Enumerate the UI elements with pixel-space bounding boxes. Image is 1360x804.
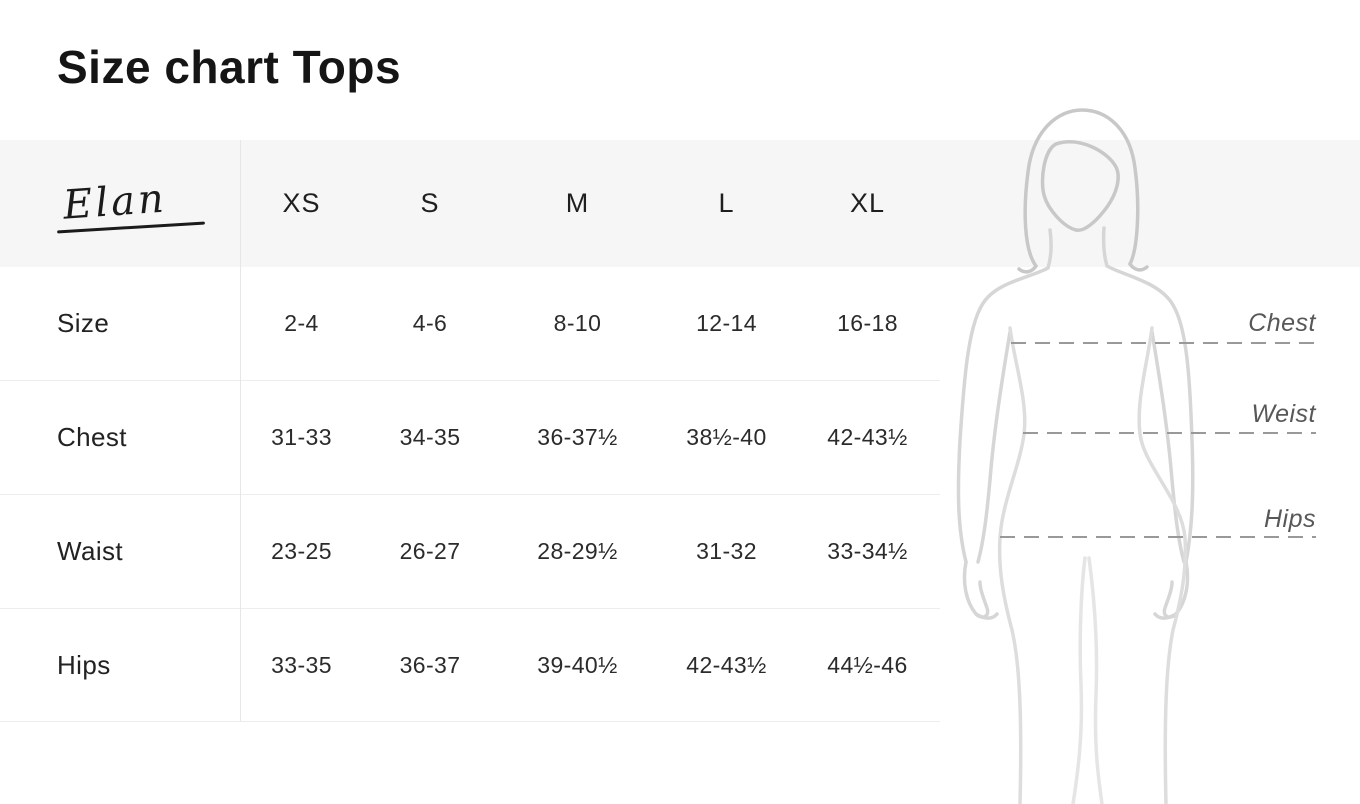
column-header-m: M xyxy=(565,188,590,218)
table-cell: 33-35 xyxy=(271,651,332,678)
table-cell: 38½-40 xyxy=(686,424,767,450)
table-cell: 36-37½ xyxy=(537,424,618,450)
figure-torso xyxy=(997,326,1188,804)
table-cell: 42-43½ xyxy=(827,424,908,450)
column-header-xs: XS xyxy=(282,188,321,218)
row-label-waist: Waist xyxy=(57,536,124,566)
table-cell: 34-35 xyxy=(399,424,461,450)
table-cell: 26-27 xyxy=(399,538,461,564)
row-label-size: Size xyxy=(57,308,110,338)
figure-shoulders-arms xyxy=(956,226,1195,620)
figure-label-weist: Weist xyxy=(1251,400,1316,428)
table-cell: 33-34½ xyxy=(827,538,908,564)
table-cell: 23-25 xyxy=(271,538,332,564)
table-cell: 4-6 xyxy=(412,310,448,336)
row-label-hips: Hips xyxy=(57,649,111,680)
table-cell: 16-18 xyxy=(837,310,898,336)
measurement-lines xyxy=(1000,342,1316,538)
table-cell: 39-40½ xyxy=(537,651,618,678)
table-cell: 44½-46 xyxy=(827,651,908,678)
column-header-l: L xyxy=(718,188,735,218)
brand-logo: Elan xyxy=(0,176,240,234)
figure-face xyxy=(1040,140,1120,232)
table-cell: 36-37 xyxy=(399,651,461,678)
body-measurement-figure xyxy=(956,108,1316,804)
brand-logo-wrap: Elan xyxy=(57,176,205,234)
table-row-hips: Hips 33-35 36-37 39-40½ 42-43½ 44½-46 xyxy=(0,609,940,722)
table-row-waist: Waist 23-25 26-27 28-29½ 31-32 33-34½ xyxy=(0,495,940,609)
column-header-xl: XL xyxy=(849,188,886,218)
brand-logo-text: Elan xyxy=(61,175,169,229)
table-cell: 2-4 xyxy=(284,310,319,336)
table-header-row: Elan XS S M L XL xyxy=(0,140,940,267)
table-cell: 8-10 xyxy=(553,310,602,336)
table-cell: 12-14 xyxy=(696,310,757,336)
figure-hair xyxy=(1017,108,1149,274)
size-table: Elan XS S M L XL Size 2-4 4-6 8-10 12-14… xyxy=(0,140,940,722)
table-row-size: Size 2-4 4-6 8-10 12-14 16-18 xyxy=(0,267,940,381)
table-cell: 28-29½ xyxy=(537,538,618,564)
page-title: Size chart Tops xyxy=(57,41,402,93)
figure-label-hips: Hips xyxy=(1263,505,1316,533)
table-cell: 31-32 xyxy=(696,538,757,564)
figure-label-chest: Chest xyxy=(1248,309,1316,337)
column-header-s: S xyxy=(420,188,440,218)
row-label-chest: Chest xyxy=(57,422,127,452)
table-vertical-divider xyxy=(240,140,241,721)
figure-legs xyxy=(1071,556,1104,804)
table-cell: 42-43½ xyxy=(686,651,767,678)
table-cell: 31-33 xyxy=(271,424,332,450)
table-row-chest: Chest 31-33 34-35 36-37½ 38½-40 42-43½ xyxy=(0,381,940,495)
